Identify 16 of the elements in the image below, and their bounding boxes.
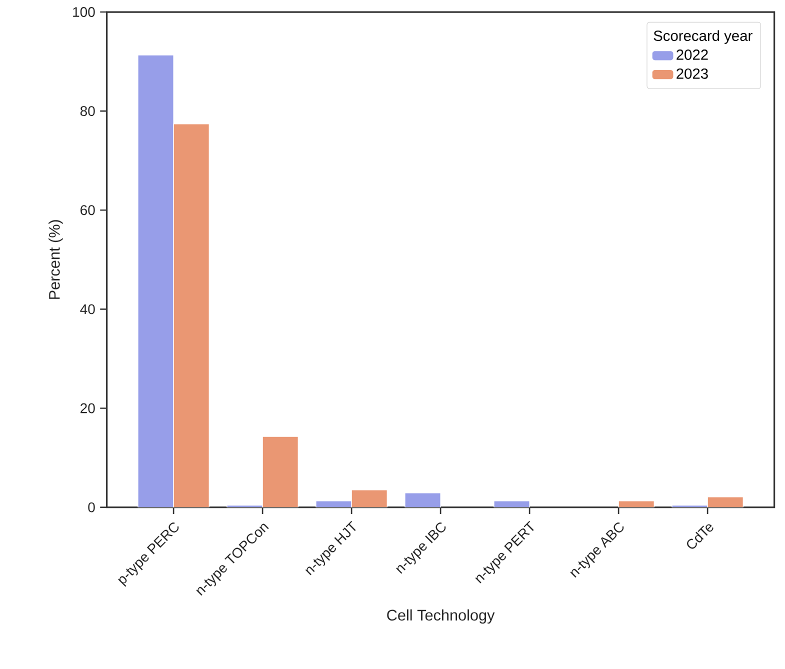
legend-label: 2023 xyxy=(676,68,708,79)
bar xyxy=(316,500,352,508)
bar xyxy=(404,492,441,508)
y-axis-title: Percent (%) xyxy=(48,220,63,300)
legend-title: Scorecard year xyxy=(654,30,752,44)
bar xyxy=(494,500,530,508)
x-axis-title: Cell Technology xyxy=(387,609,495,624)
y-tick-label: 60 xyxy=(80,205,95,216)
bar xyxy=(138,54,174,508)
y-tick-label: 100 xyxy=(73,7,95,18)
y-tick-label: 80 xyxy=(80,106,95,116)
bar xyxy=(618,500,654,508)
y-tick-label: 20 xyxy=(80,403,95,414)
y-tick-label: 0 xyxy=(88,502,95,512)
legend-label: 2022 xyxy=(676,50,708,60)
y-tick-label: 40 xyxy=(80,304,95,314)
